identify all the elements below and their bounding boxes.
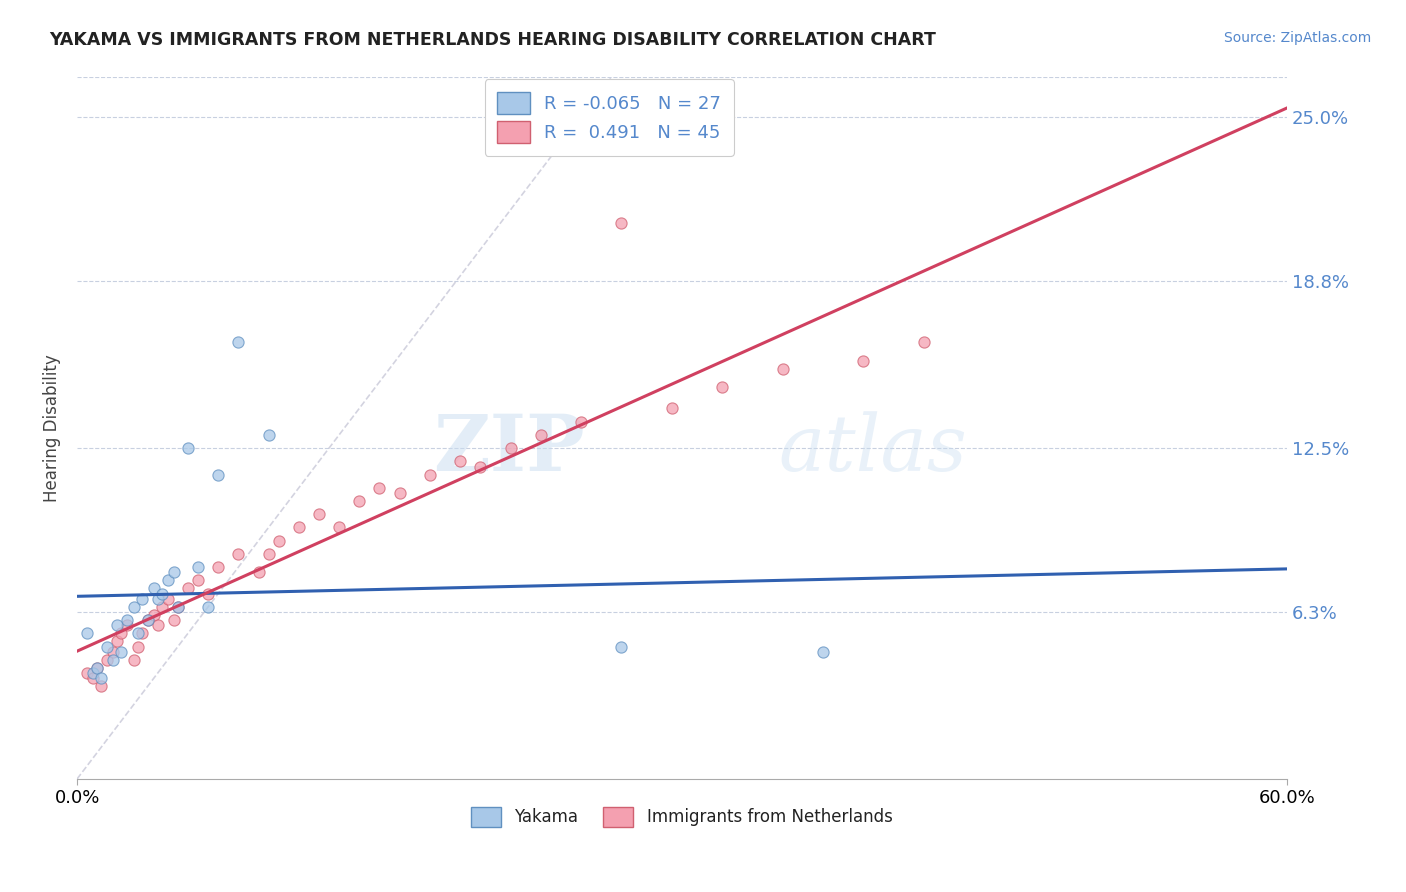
Point [267,533,290,548]
Point [419,467,441,482]
Text: ZIP: ZIP [433,411,585,487]
Point [76,666,98,681]
Y-axis label: Hearing Disability: Hearing Disability [44,354,60,502]
Point [368,481,391,495]
Legend: Yakama, Immigrants from Netherlands: Yakama, Immigrants from Netherlands [464,800,900,834]
Point [156,574,179,588]
Point [136,613,159,627]
Point [163,613,186,627]
Text: atlas: atlas [779,411,967,487]
Point [103,653,125,667]
Point [530,427,553,442]
Point [349,494,371,508]
Point [207,560,229,574]
Point [146,591,169,606]
Point [150,586,173,600]
Point [156,591,179,606]
Point [90,679,112,693]
Point [107,634,129,648]
Point [82,671,104,685]
Point [470,459,492,474]
Point [207,467,229,482]
Point [308,507,330,521]
Point [142,607,165,622]
Point [127,626,149,640]
Point [110,626,132,640]
Point [96,640,118,654]
Point [131,626,153,640]
Point [197,586,219,600]
Point [228,547,250,561]
Point [569,415,592,429]
Point [76,626,98,640]
Point [110,645,132,659]
Point [117,618,139,632]
Point [328,520,350,534]
Point [187,560,209,574]
Point [122,599,145,614]
Point [257,547,280,561]
Point [247,566,270,580]
Point [610,640,633,654]
Point [912,335,935,350]
Point [197,599,219,614]
Point [167,599,190,614]
Point [117,613,139,627]
Point [772,361,794,376]
Point [107,618,129,632]
Point [499,441,522,455]
Point [811,645,834,659]
Point [150,599,173,614]
Point [610,216,633,230]
Point [96,653,118,667]
Point [177,441,200,455]
Point [127,640,149,654]
Text: Source: ZipAtlas.com: Source: ZipAtlas.com [1223,31,1371,45]
Point [177,582,200,596]
Point [711,380,734,394]
Point [142,582,165,596]
Text: YAKAMA VS IMMIGRANTS FROM NETHERLANDS HEARING DISABILITY CORRELATION CHART: YAKAMA VS IMMIGRANTS FROM NETHERLANDS HE… [49,31,936,49]
Point [449,454,471,468]
Point [852,353,875,368]
Point [90,671,112,685]
Point [146,618,169,632]
Point [187,574,209,588]
Point [131,591,153,606]
Point [86,661,108,675]
Point [82,666,104,681]
Point [136,613,159,627]
Point [86,661,108,675]
Point [167,599,190,614]
Point [388,486,411,500]
Point [103,645,125,659]
Point [288,520,311,534]
Point [228,335,250,350]
Point [257,427,280,442]
Point [163,566,186,580]
Point [122,653,145,667]
Point [661,401,683,416]
